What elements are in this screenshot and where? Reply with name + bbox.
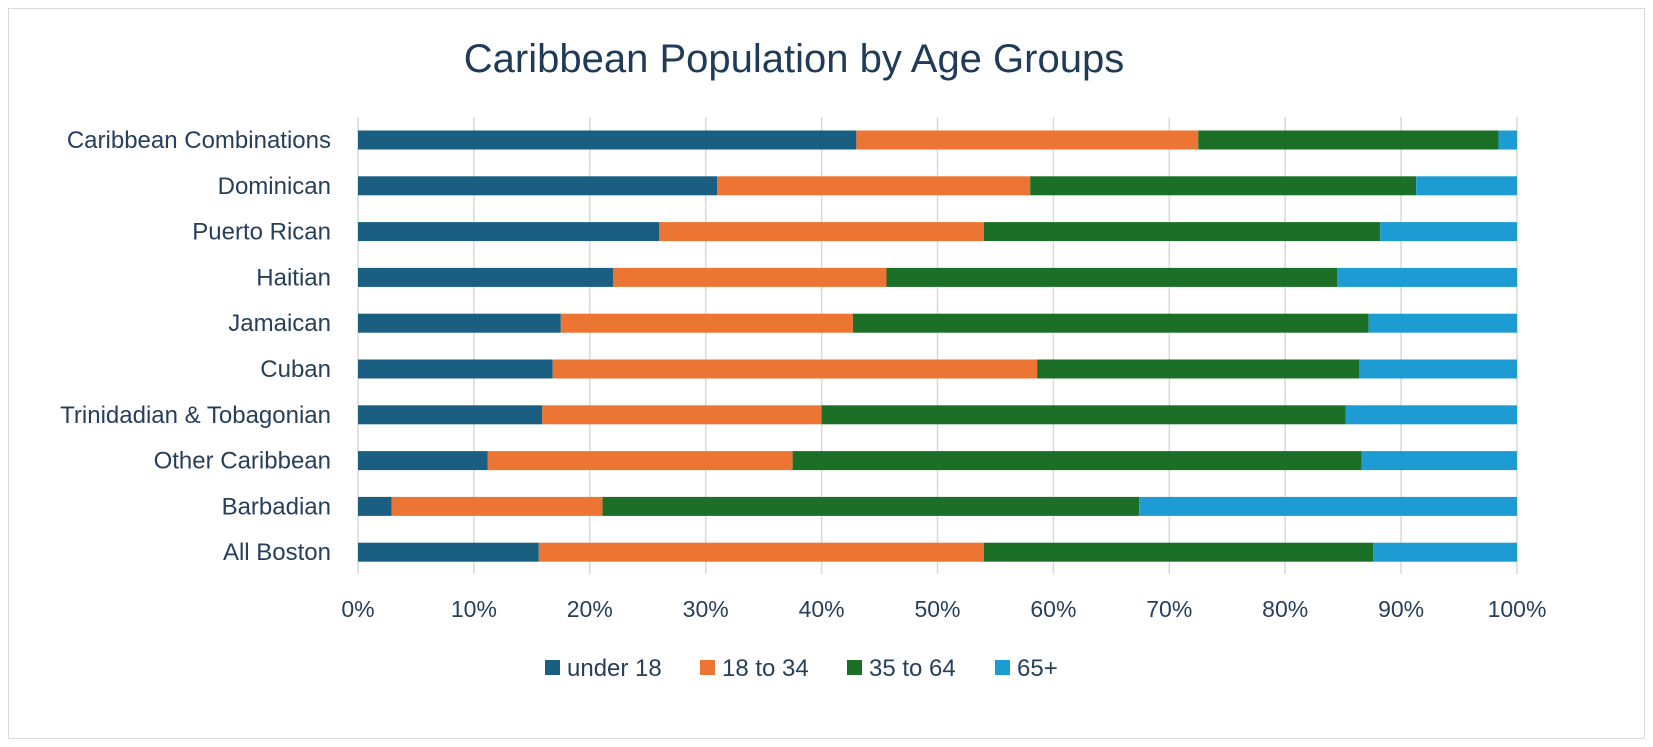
category-label: Caribbean Combinations	[67, 127, 331, 154]
bar-other-caribbean-under-18	[358, 451, 488, 471]
category-label: Dominican	[218, 173, 331, 200]
legend: under 18 18 to 34 35 to 64 65+	[545, 655, 1058, 682]
bar-dominican-under-18	[358, 176, 718, 196]
category-label: Jamaican	[228, 310, 331, 337]
bar-trinidadian-and-tobagonian-65	[1345, 405, 1517, 425]
bar-haitian-18-to-34	[612, 267, 887, 287]
bar-caribbean-combinations-35-to-64	[1198, 130, 1499, 150]
bar-other-caribbean-18-to-34	[487, 451, 793, 471]
bar-puerto-rican-under-18	[358, 222, 660, 242]
category-label: Haitian	[256, 264, 331, 291]
x-tick-label: 40%	[799, 596, 845, 622]
category-label: Barbadian	[222, 493, 331, 520]
legend-label-18-to-34: 18 to 34	[722, 655, 809, 682]
category-label: Puerto Rican	[192, 219, 331, 246]
x-tick-label: 30%	[683, 596, 729, 622]
x-tick-label: 80%	[1262, 596, 1308, 622]
bar-haitian-35-to-64	[886, 267, 1338, 287]
legend-swatch-under-18	[545, 660, 560, 675]
bar-cuban-65	[1359, 359, 1517, 379]
x-tick-labels: 0% 10% 20% 30% 40% 50% 60% 70% 80% 90% 100%	[341, 596, 1546, 622]
bar-cuban-35-to-64	[1037, 359, 1360, 379]
bar-other-caribbean-35-to-64	[792, 451, 1362, 471]
legend-swatch-65	[995, 660, 1010, 675]
bar-barbadian-35-to-64	[602, 496, 1140, 516]
bar-trinidadian-and-tobagonian-18-to-34	[542, 405, 822, 425]
bar-all-boston-35-to-64	[983, 542, 1374, 562]
bar-barbadian-65	[1139, 496, 1517, 516]
x-tick-label: 50%	[914, 596, 960, 622]
bar-all-boston-65	[1373, 542, 1517, 562]
bar-haitian-65	[1337, 267, 1517, 287]
bar-all-boston-under-18	[358, 542, 539, 562]
x-tick-label: 90%	[1378, 596, 1424, 622]
legend-swatch-35-to-64	[847, 660, 862, 675]
bar-jamaican-under-18	[358, 313, 561, 333]
x-tick-label: 100%	[1488, 596, 1547, 622]
bar-puerto-rican-35-to-64	[983, 222, 1381, 242]
bar-cuban-18-to-34	[552, 359, 1038, 379]
bar-barbadian-under-18	[358, 496, 392, 516]
x-tick-label: 0%	[341, 596, 374, 622]
category-label: Cuban	[260, 356, 331, 383]
bar-caribbean-combinations-65	[1498, 130, 1517, 150]
bars	[358, 130, 1517, 562]
bar-jamaican-65	[1368, 313, 1517, 333]
category-label: All Boston	[223, 539, 331, 566]
bar-haitian-under-18	[358, 267, 613, 287]
category-label: Other Caribbean	[154, 448, 331, 475]
bar-trinidadian-and-tobagonian-35-to-64	[821, 405, 1346, 425]
bar-puerto-rican-18-to-34	[659, 222, 984, 242]
bar-dominican-35-to-64	[1030, 176, 1417, 196]
x-tick-label: 70%	[1146, 596, 1192, 622]
chart-title: Caribbean Population by Age Groups	[464, 37, 1124, 81]
bar-dominican-18-to-34	[717, 176, 1031, 196]
bar-other-caribbean-65	[1361, 451, 1517, 471]
legend-label-35-to-64: 35 to 64	[869, 655, 956, 682]
bar-trinidadian-and-tobagonian-under-18	[358, 405, 543, 425]
bar-caribbean-combinations-under-18	[358, 130, 857, 150]
x-tick-label: 60%	[1030, 596, 1076, 622]
bar-caribbean-combinations-18-to-34	[856, 130, 1199, 150]
x-tick-label: 20%	[567, 596, 613, 622]
bar-all-boston-18-to-34	[538, 542, 984, 562]
legend-label-under-18: under 18	[567, 655, 662, 682]
x-tick-label: 10%	[451, 596, 497, 622]
bar-jamaican-18-to-34	[560, 313, 853, 333]
legend-label-65: 65+	[1017, 655, 1058, 682]
bar-dominican-65	[1416, 176, 1517, 196]
legend-swatch-18-to-34	[700, 660, 715, 675]
category-labels: Caribbean Combinations Dominican Puerto Ri…	[60, 127, 331, 566]
category-label: Trinidadian & Tobagonian	[60, 402, 331, 429]
bar-jamaican-35-to-64	[852, 313, 1369, 333]
bar-cuban-under-18	[358, 359, 553, 379]
bar-puerto-rican-65	[1380, 222, 1517, 242]
bar-barbadian-18-to-34	[391, 496, 603, 516]
